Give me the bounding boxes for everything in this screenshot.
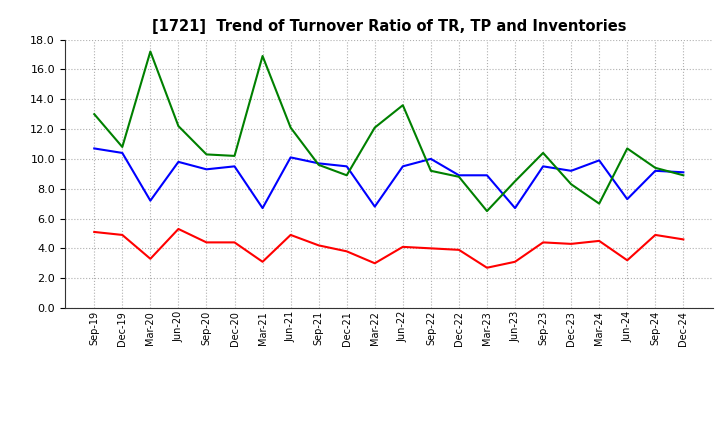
Inventories bbox=[398, 103, 407, 108]
Title: [1721]  Trend of Turnover Ratio of TR, TP and Inventories: [1721] Trend of Turnover Ratio of TR, TP… bbox=[151, 19, 626, 34]
Inventories bbox=[230, 153, 239, 158]
Trade Payables bbox=[258, 205, 267, 211]
Trade Receivables bbox=[651, 232, 660, 238]
Trade Payables bbox=[146, 198, 155, 203]
Trade Receivables bbox=[230, 240, 239, 245]
Trade Payables bbox=[539, 164, 547, 169]
Inventories bbox=[567, 182, 575, 187]
Inventories bbox=[426, 168, 435, 173]
Trade Payables bbox=[567, 168, 575, 173]
Inventories bbox=[343, 172, 351, 178]
Line: Inventories: Inventories bbox=[94, 51, 683, 211]
Inventories bbox=[258, 53, 267, 59]
Trade Receivables bbox=[510, 259, 519, 264]
Trade Receivables bbox=[539, 240, 547, 245]
Trade Payables bbox=[287, 155, 295, 160]
Inventories bbox=[287, 125, 295, 130]
Trade Payables bbox=[343, 164, 351, 169]
Inventories bbox=[90, 111, 99, 117]
Trade Receivables bbox=[258, 259, 267, 264]
Trade Payables bbox=[118, 150, 127, 156]
Trade Receivables bbox=[454, 247, 463, 253]
Trade Payables bbox=[454, 172, 463, 178]
Inventories bbox=[371, 125, 379, 130]
Trade Payables bbox=[510, 205, 519, 211]
Inventories bbox=[623, 146, 631, 151]
Trade Receivables bbox=[315, 243, 323, 248]
Inventories bbox=[118, 144, 127, 150]
Trade Receivables bbox=[426, 246, 435, 251]
Trade Payables bbox=[230, 164, 239, 169]
Inventories bbox=[651, 165, 660, 170]
Trade Payables bbox=[482, 172, 491, 178]
Trade Receivables bbox=[343, 249, 351, 254]
Trade Payables bbox=[315, 161, 323, 166]
Trade Receivables bbox=[174, 226, 183, 231]
Trade Receivables bbox=[679, 237, 688, 242]
Inventories bbox=[315, 162, 323, 168]
Inventories bbox=[679, 172, 688, 178]
Trade Payables bbox=[202, 167, 211, 172]
Trade Payables bbox=[174, 159, 183, 165]
Trade Receivables bbox=[146, 256, 155, 261]
Inventories bbox=[174, 124, 183, 129]
Inventories bbox=[595, 201, 603, 206]
Line: Trade Receivables: Trade Receivables bbox=[94, 229, 683, 268]
Trade Payables bbox=[90, 146, 99, 151]
Trade Receivables bbox=[482, 265, 491, 270]
Trade Receivables bbox=[371, 260, 379, 266]
Inventories bbox=[454, 174, 463, 180]
Trade Payables bbox=[595, 158, 603, 163]
Inventories bbox=[539, 150, 547, 156]
Trade Receivables bbox=[202, 240, 211, 245]
Inventories bbox=[202, 152, 211, 157]
Trade Payables bbox=[426, 156, 435, 161]
Trade Receivables bbox=[567, 241, 575, 246]
Inventories bbox=[146, 49, 155, 54]
Trade Payables bbox=[623, 197, 631, 202]
Line: Trade Payables: Trade Payables bbox=[94, 148, 683, 208]
Trade Receivables bbox=[398, 244, 407, 249]
Inventories bbox=[510, 179, 519, 184]
Trade Payables bbox=[679, 170, 688, 175]
Trade Payables bbox=[398, 164, 407, 169]
Trade Receivables bbox=[90, 229, 99, 235]
Trade Receivables bbox=[623, 258, 631, 263]
Trade Receivables bbox=[595, 238, 603, 244]
Trade Payables bbox=[371, 204, 379, 209]
Trade Receivables bbox=[287, 232, 295, 238]
Trade Receivables bbox=[118, 232, 127, 238]
Inventories bbox=[482, 209, 491, 214]
Trade Payables bbox=[651, 168, 660, 173]
